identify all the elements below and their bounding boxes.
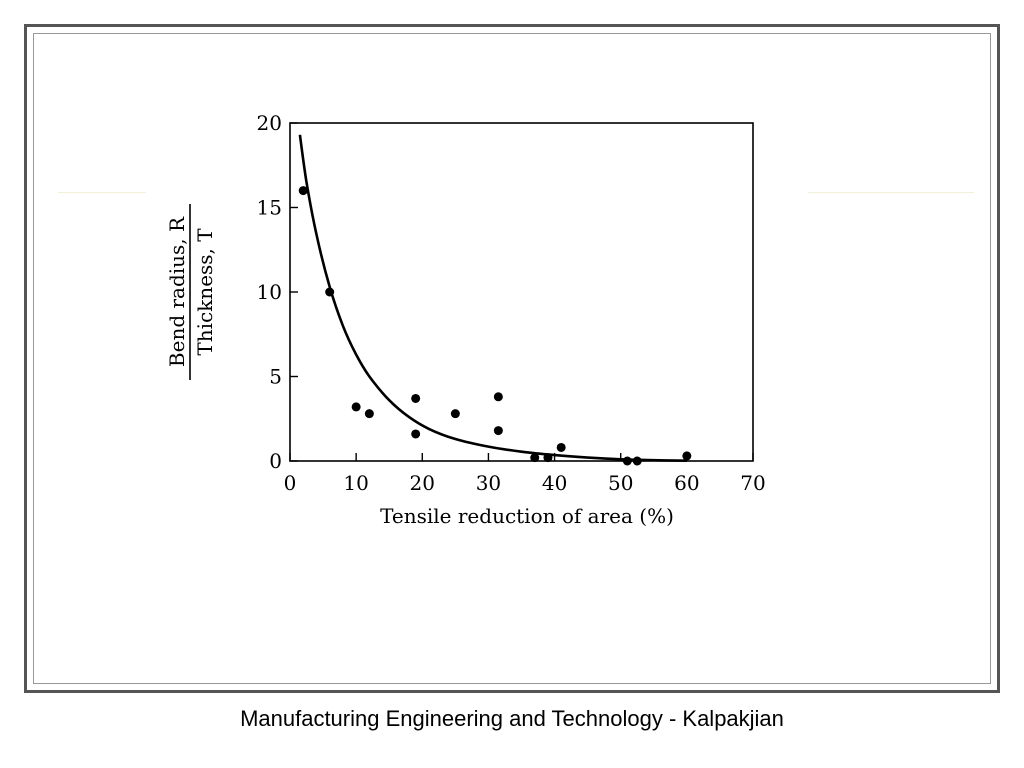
y-axis-label-numerator: Bend radius, R	[165, 216, 189, 367]
data-point	[351, 402, 361, 412]
data-point	[411, 393, 421, 403]
data-point	[682, 451, 692, 461]
y-tick-label: 10	[257, 280, 282, 304]
x-tick-label: 40	[542, 471, 567, 495]
x-tick-label: 70	[740, 471, 765, 495]
data-point	[411, 429, 421, 439]
y-tick-label: 0	[269, 449, 282, 473]
data-point	[298, 186, 308, 196]
decorative-rule-left	[58, 192, 146, 193]
slide-inner-border	[33, 33, 991, 684]
slide-caption: Manufacturing Engineering and Technology…	[240, 706, 784, 731]
y-axis-label-denominator: Thickness, T	[193, 228, 217, 356]
slide-frame	[24, 24, 1000, 693]
y-axis: 0 5 10 15 20	[257, 111, 298, 473]
x-tick-label: 50	[608, 471, 633, 495]
data-point	[364, 409, 374, 419]
data-point	[450, 409, 460, 419]
y-tick-label: 20	[257, 111, 282, 135]
data-point	[493, 426, 503, 436]
data-points	[298, 186, 692, 466]
data-point	[493, 392, 503, 402]
data-point	[325, 287, 335, 297]
x-tick-label: 60	[674, 471, 699, 495]
x-tick-label: 0	[284, 471, 297, 495]
x-axis-label: Tensile reduction of area (%)	[380, 504, 674, 528]
decorative-rule-right	[808, 192, 974, 193]
fit-curve	[298, 134, 687, 462]
data-point	[530, 453, 540, 463]
y-tick-label: 5	[269, 365, 282, 389]
data-point	[543, 453, 553, 463]
data-point	[622, 456, 632, 466]
plot-frame	[289, 122, 754, 462]
x-tick-label: 30	[476, 471, 501, 495]
x-tick-label: 20	[410, 471, 435, 495]
x-axis: 0 10 20 30 40 50 60 70	[284, 453, 766, 495]
y-axis-label: Bend radius, R Thickness, T	[165, 204, 217, 380]
data-point	[556, 442, 566, 452]
plot-area: 0 10 20 30 40 50 60 70 0 5 10 15 20	[257, 111, 766, 495]
x-tick-label: 10	[343, 471, 368, 495]
data-point	[632, 456, 642, 466]
y-tick-label: 15	[257, 196, 282, 220]
